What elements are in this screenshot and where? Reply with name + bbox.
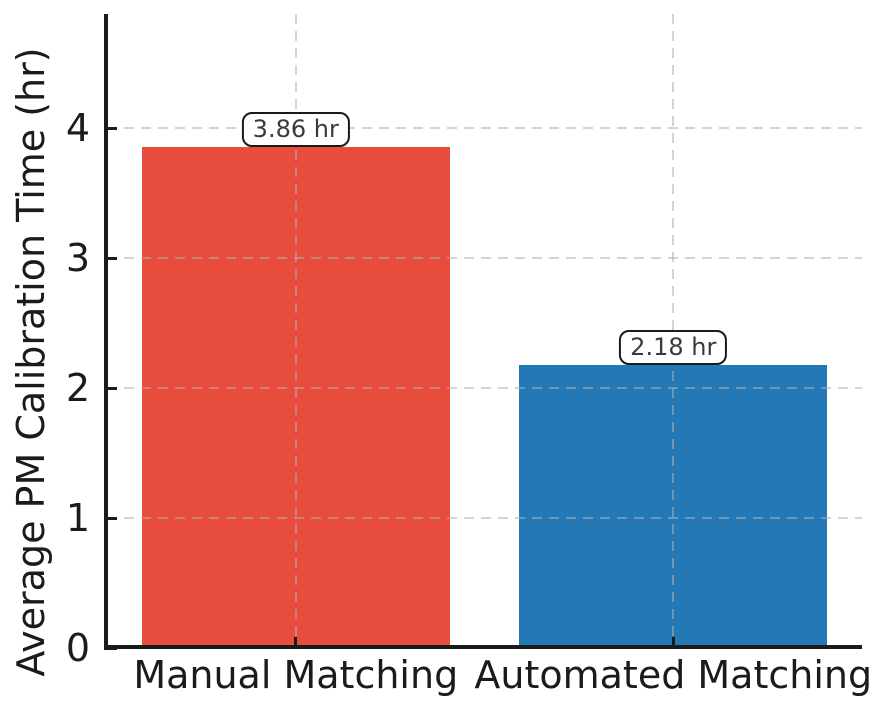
y-tick-label: 1 [65, 496, 90, 541]
bar-value-label: 2.18 hr [619, 329, 728, 365]
y-tick-mark [108, 516, 117, 520]
x-tick-label: Manual Matching [133, 653, 459, 697]
h-gridline [107, 127, 862, 130]
h-gridline [107, 257, 862, 260]
y-tick-label: 0 [65, 626, 90, 670]
x-tick-mark [294, 637, 298, 645]
y-axis-spine [104, 14, 108, 650]
y-tick-mark [108, 386, 117, 390]
y-tick-mark [108, 256, 117, 260]
y-tick-mark [108, 646, 117, 650]
y-tick-label: 4 [65, 106, 90, 151]
y-tick-label: 2 [65, 366, 90, 411]
v-gridline [294, 14, 297, 648]
y-tick-label: 3 [65, 236, 90, 281]
h-gridline [107, 517, 862, 520]
x-tick-label: Automated Matching [474, 653, 873, 697]
bar-value-label: 3.86 hr [241, 111, 350, 147]
x-tick-mark [671, 637, 675, 645]
y-tick-mark [108, 126, 117, 130]
h-gridline [107, 387, 862, 390]
plot-area: 0 1 2 3 4 3.86 hr Manual Matching 2.18 hr Automa… [66, 14, 872, 697]
x-axis-spine [104, 645, 862, 649]
